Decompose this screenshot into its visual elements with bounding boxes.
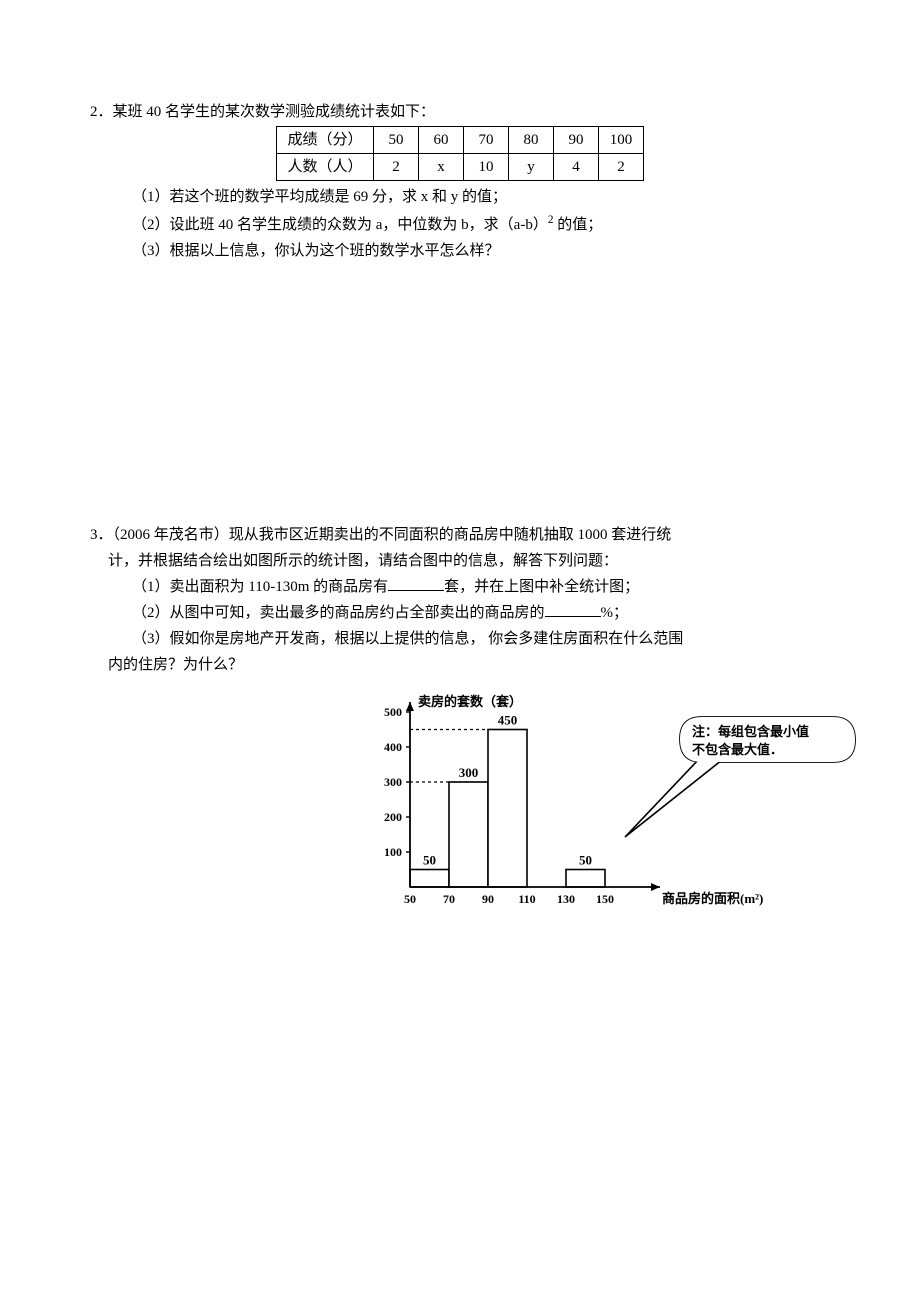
svg-text:450: 450	[498, 713, 518, 728]
p2-table-r1-label: 成绩（分）	[277, 127, 374, 154]
svg-text:商品房的面积(m²): 商品房的面积(m²)	[662, 891, 763, 906]
p3-q2: （2）从图中可知，卖出最多的商品房约占全部卖出的商品房的 %；	[90, 601, 830, 625]
p2-table-cell: 70	[464, 127, 509, 154]
svg-text:50: 50	[423, 853, 436, 868]
p3-q1: （1）卖出面积为 110-130m 的商品房有 套，并在上图中补全统计图；	[90, 575, 830, 599]
p2-q2-pre: （2）设此班 40 名学生成绩的众数为 a，中位数为 b，求（a-b）	[132, 217, 548, 233]
p2-q2: （2）设此班 40 名学生成绩的众数为 a，中位数为 b，求（a-b）2 的值；	[90, 211, 830, 237]
p2-table-cell: 50	[374, 127, 419, 154]
svg-text:注：每组包含最小值: 注：每组包含最小值	[692, 724, 809, 739]
p3-number: 3．	[90, 527, 113, 543]
problem-2: 2．某班 40 名学生的某次数学测验成绩统计表如下： 成绩（分） 50 60 7…	[90, 100, 830, 263]
table-row: 人数（人） 2 x 10 y 4 2	[277, 154, 644, 181]
p3-q1-pre: （1）卖出面积为 110-130m 的商品房有	[132, 579, 388, 595]
p2-table-r2-label: 人数（人）	[277, 154, 374, 181]
svg-text:150: 150	[596, 892, 614, 906]
p3-q3-a: （3）假如你是房地产开发商，根据以上提供的信息， 你会多建住房面积在什么范围	[90, 627, 830, 651]
histogram-chart: 50 300 450 50 100 200 300 400 500 50 70 90 110 130 150…	[350, 687, 830, 930]
p3-q1-post: 套，并在上图中补全统计图；	[444, 579, 639, 595]
chart-svg: 50 300 450 50 100 200 300 400 500 50 70 90 110 130 150…	[350, 687, 870, 922]
blank-fill	[388, 575, 444, 591]
p2-q3: （3）根据以上信息，你认为这个班的数学水平怎么样？	[90, 239, 830, 263]
svg-text:70: 70	[443, 892, 455, 906]
p3-stem-b: 计，并根据结合绘出如图所示的统计图，请结合图中的信息，解答下列问题：	[90, 549, 830, 573]
table-row: 成绩（分） 50 60 70 80 90 100	[277, 127, 644, 154]
p2-table-cell: y	[509, 154, 554, 181]
p3-q3-b: 内的住房？为什么？	[90, 653, 830, 677]
p2-stem-text: 某班 40 名学生的某次数学测验成绩统计表如下：	[113, 104, 436, 120]
p2-stem: 2．某班 40 名学生的某次数学测验成绩统计表如下：	[90, 100, 830, 124]
p3-stem-a-text: （2006 年茂名市）现从我市区近期卖出的不同面积的商品房中随机抽取 1000 …	[113, 527, 672, 543]
svg-text:50: 50	[404, 892, 416, 906]
p2-table-cell: 2	[599, 154, 644, 181]
svg-text:50: 50	[579, 853, 592, 868]
p2-table-cell: x	[419, 154, 464, 181]
svg-text:不包含最大值．: 不包含最大值．	[692, 742, 783, 757]
p2-table-cell: 100	[599, 127, 644, 154]
svg-text:200: 200	[384, 810, 402, 824]
p2-table: 成绩（分） 50 60 70 80 90 100 人数（人） 2 x 10 y …	[276, 126, 644, 181]
svg-text:300: 300	[459, 765, 479, 780]
problem-3: 3．（2006 年茂名市）现从我市区近期卖出的不同面积的商品房中随机抽取 100…	[90, 523, 830, 930]
p2-table-cell: 2	[374, 154, 419, 181]
p2-table-cell: 90	[554, 127, 599, 154]
p3-stem-a: 3．（2006 年茂名市）现从我市区近期卖出的不同面积的商品房中随机抽取 100…	[90, 523, 830, 547]
p2-table-cell: 60	[419, 127, 464, 154]
svg-text:100: 100	[384, 845, 402, 859]
p2-table-cell: 10	[464, 154, 509, 181]
blank-fill	[545, 601, 601, 617]
svg-text:90: 90	[482, 892, 494, 906]
p2-table-cell: 4	[554, 154, 599, 181]
svg-text:130: 130	[557, 892, 575, 906]
p3-q2-post: %；	[601, 605, 629, 621]
svg-text:400: 400	[384, 740, 402, 754]
p3-q2-pre: （2）从图中可知，卖出最多的商品房约占全部卖出的商品房的	[132, 605, 545, 621]
p2-table-cell: 80	[509, 127, 554, 154]
p2-number: 2．	[90, 104, 113, 120]
svg-text:500: 500	[384, 705, 402, 719]
svg-text:110: 110	[518, 892, 535, 906]
p2-q2-post: 的值；	[553, 217, 602, 233]
svg-text:卖房的套数（套）: 卖房的套数（套）	[418, 694, 522, 709]
p2-q1: （1）若这个班的数学平均成绩是 69 分，求 x 和 y 的值；	[90, 185, 830, 209]
svg-text:300: 300	[384, 775, 402, 789]
